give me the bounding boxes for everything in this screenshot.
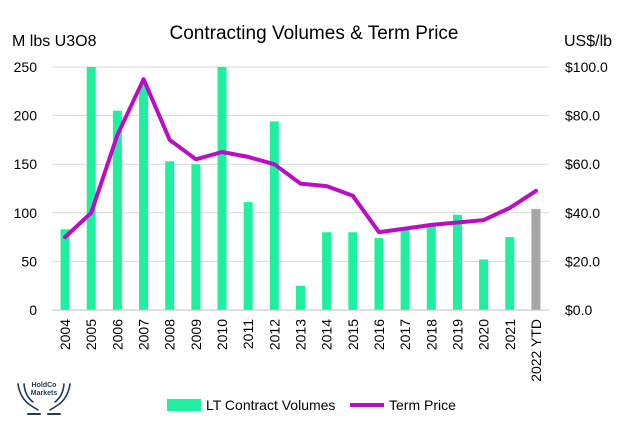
x-axis-ticks: 2004 2005 2006 2007 2008 2009 2010 2011 2012 2013…	[57, 319, 544, 382]
bar-2013	[296, 285, 305, 310]
right-axis-label: US$/lb	[564, 33, 612, 50]
left-tick-label: 50	[21, 253, 37, 269]
category-label: 2008	[162, 319, 178, 350]
category-label: 2021	[502, 319, 518, 350]
legend-label-volumes: LT Contract Volumes	[206, 397, 335, 413]
left-tick-label: 150	[14, 156, 38, 172]
chart-title: Contracting Volumes & Term Price	[170, 23, 459, 44]
legend-swatch-volumes	[167, 399, 201, 411]
category-label: 2019	[449, 319, 465, 350]
right-tick-label: $100.0	[565, 59, 608, 75]
gridlines	[52, 66, 549, 262]
left-hand-icon	[17, 383, 39, 411]
bar-2016	[374, 238, 384, 310]
legend: LT Contract Volumes Term Price	[167, 397, 456, 413]
right-tick-label: $60.0	[565, 156, 600, 172]
left-tick-label: 0	[29, 302, 37, 318]
category-label: 2018	[423, 319, 439, 350]
right-tick-label: $20.0	[565, 253, 600, 269]
bar-2022-ytd	[531, 208, 541, 310]
bar-2004	[60, 229, 70, 310]
category-label: 2012	[266, 319, 282, 350]
category-label: 2014	[319, 319, 335, 350]
bar-2005	[86, 67, 96, 310]
bar-2012	[269, 121, 279, 310]
category-label: 2017	[397, 319, 413, 350]
term-price-line	[63, 77, 538, 240]
right-tick-label: $80.0	[565, 108, 600, 124]
bar-2011	[243, 202, 253, 310]
category-label: 2022 YTD	[528, 319, 544, 382]
logo-text-2: Markets	[31, 390, 58, 397]
bar-2014	[322, 232, 332, 310]
category-label: 2011	[240, 319, 256, 349]
left-tick-label: 100	[14, 205, 38, 221]
logo-text-1: HoldCo	[32, 382, 57, 389]
bar-2018	[426, 224, 436, 310]
left-axis-label: M lbs U3O8	[12, 33, 97, 50]
category-label: 2004	[57, 319, 73, 350]
bar-2020	[479, 259, 489, 310]
bar-series	[60, 67, 541, 311]
right-tick-label: $40.0	[565, 205, 600, 221]
bar-2006	[112, 110, 122, 311]
bar-2007	[139, 84, 149, 310]
bar-2019	[452, 214, 462, 310]
bar-2010	[217, 67, 227, 310]
holdco-logo: HoldCo Markets	[17, 382, 71, 415]
category-label: 2009	[188, 319, 204, 350]
bar-2009	[191, 164, 201, 310]
bar-2008	[165, 161, 175, 310]
bar-2017	[400, 230, 410, 310]
category-label: 2015	[345, 319, 361, 350]
bar-2021	[505, 237, 515, 310]
category-label: 2007	[136, 319, 152, 350]
category-label: 2006	[109, 319, 125, 350]
bar-2015	[348, 232, 358, 310]
category-label: 2013	[293, 319, 309, 350]
category-label: 2020	[476, 319, 492, 350]
left-axis-ticks: 0 50 100 150 200 250	[14, 59, 38, 318]
legend-label-price: Term Price	[389, 397, 456, 413]
category-label: 2016	[371, 319, 387, 350]
right-axis-ticks: $0.0 $20.0 $40.0 $60.0 $80.0 $100.0	[565, 59, 608, 318]
category-label: 2005	[83, 319, 99, 350]
right-hand-icon	[49, 383, 71, 411]
left-tick-label: 250	[14, 59, 38, 75]
right-tick-label: $0.0	[565, 302, 592, 318]
category-label: 2010	[214, 319, 230, 350]
left-tick-label: 200	[14, 108, 38, 124]
